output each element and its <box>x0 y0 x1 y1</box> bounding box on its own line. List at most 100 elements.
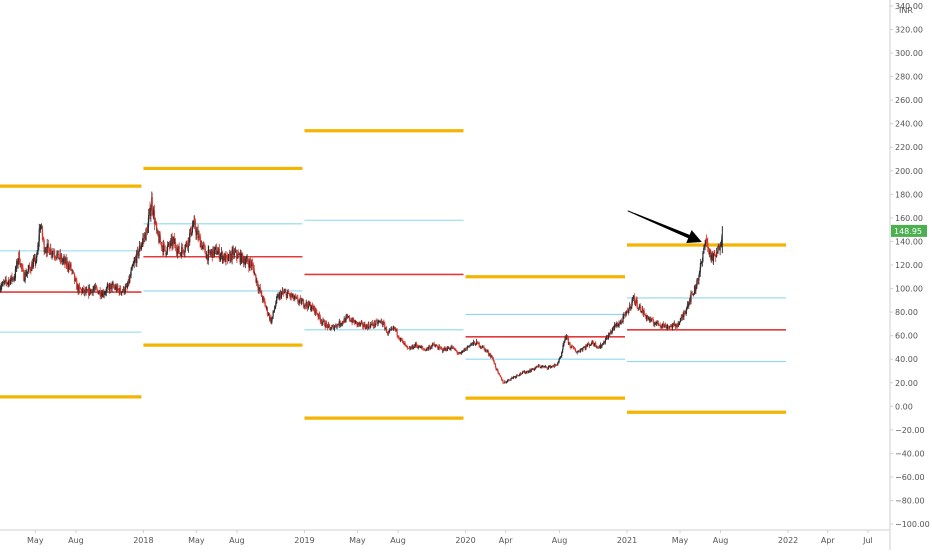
candle <box>652 319 655 327</box>
candle <box>297 299 299 306</box>
y-axis[interactable]: INR 340.00320.00300.00280.00260.00240.00… <box>889 0 930 550</box>
candle-body <box>436 345 438 347</box>
candle-body <box>402 340 404 342</box>
x-tick-label: Aug <box>390 536 406 545</box>
candle <box>191 220 193 234</box>
candle <box>504 381 506 383</box>
candle-body <box>202 244 204 247</box>
y-tick-label: 140.00 <box>895 237 923 246</box>
candle <box>638 303 640 310</box>
candle <box>100 289 103 300</box>
candle-body <box>119 287 122 293</box>
candle <box>503 382 505 384</box>
candle <box>72 270 74 274</box>
candle <box>603 340 605 344</box>
candle <box>330 326 332 331</box>
candle-body <box>430 346 432 348</box>
x-axis[interactable]: May Aug 2018 May Aug 2019 May Aug 2020 Apr Aug 2021… <box>0 529 890 545</box>
candle-body <box>638 307 640 309</box>
candle-body <box>208 249 211 253</box>
candle-body <box>583 346 585 348</box>
candle-body <box>82 288 84 291</box>
candle <box>484 348 486 353</box>
candle-body <box>534 368 536 369</box>
candle-body <box>193 219 196 222</box>
candle <box>407 347 410 349</box>
candle <box>572 345 574 347</box>
candle <box>123 286 125 295</box>
candle-body <box>652 319 654 322</box>
candle-body <box>99 290 101 296</box>
candle-body <box>69 264 71 268</box>
candle-body <box>230 253 232 261</box>
candle <box>213 246 216 258</box>
candle-body <box>569 342 571 344</box>
candle <box>400 337 402 343</box>
candle-body <box>445 350 448 351</box>
candle <box>126 281 129 289</box>
candle-body <box>614 324 617 327</box>
candle-body <box>657 320 659 323</box>
candle-body <box>222 256 224 261</box>
candle <box>33 253 36 262</box>
candle-body <box>141 241 144 245</box>
candle-body <box>339 320 341 325</box>
candle <box>391 328 393 330</box>
candle-body <box>191 232 193 236</box>
candle-body <box>95 285 97 288</box>
candle-body <box>503 382 505 384</box>
candle <box>216 243 218 255</box>
candle <box>417 345 419 350</box>
candle-body <box>491 355 493 358</box>
candle <box>35 260 37 266</box>
candle-body <box>68 264 70 270</box>
candle <box>233 248 235 259</box>
arrow-annotation-icon[interactable] <box>627 210 702 244</box>
candle-body <box>165 250 167 255</box>
candle <box>252 262 254 273</box>
candle <box>83 285 85 296</box>
candle <box>400 337 403 342</box>
candle-body <box>21 267 24 268</box>
candle-body <box>423 349 425 350</box>
candle-body <box>195 230 197 235</box>
candle-body <box>710 255 712 260</box>
candle <box>54 250 56 260</box>
candle-body <box>625 310 628 312</box>
candle <box>53 248 55 261</box>
candle <box>322 317 324 326</box>
candle-body <box>19 263 21 267</box>
candle-body <box>377 322 379 325</box>
y-tick-label: 100.00 <box>895 285 923 294</box>
candle <box>698 270 700 278</box>
candle <box>410 346 412 349</box>
candle-body <box>92 289 94 293</box>
candle-body <box>128 279 130 283</box>
candle <box>444 347 446 352</box>
candle-body <box>500 377 502 378</box>
candle-body <box>459 352 461 354</box>
candle <box>269 317 271 322</box>
candle <box>135 254 137 267</box>
candle-body <box>115 286 117 290</box>
candle-body <box>536 366 538 367</box>
candle-body <box>326 324 329 328</box>
candle-body <box>340 323 343 325</box>
candle <box>436 344 438 347</box>
candle <box>498 373 501 376</box>
candle <box>417 344 419 350</box>
candle <box>570 346 572 350</box>
candle <box>12 276 14 282</box>
candle <box>185 240 187 248</box>
candle-body <box>667 326 670 328</box>
candle-body <box>274 306 276 309</box>
candle-body <box>485 349 487 352</box>
candle-body <box>413 345 415 348</box>
candle <box>594 342 596 347</box>
candle <box>453 346 455 350</box>
candle-body <box>611 328 614 331</box>
candle <box>455 348 457 352</box>
candle <box>5 275 7 287</box>
